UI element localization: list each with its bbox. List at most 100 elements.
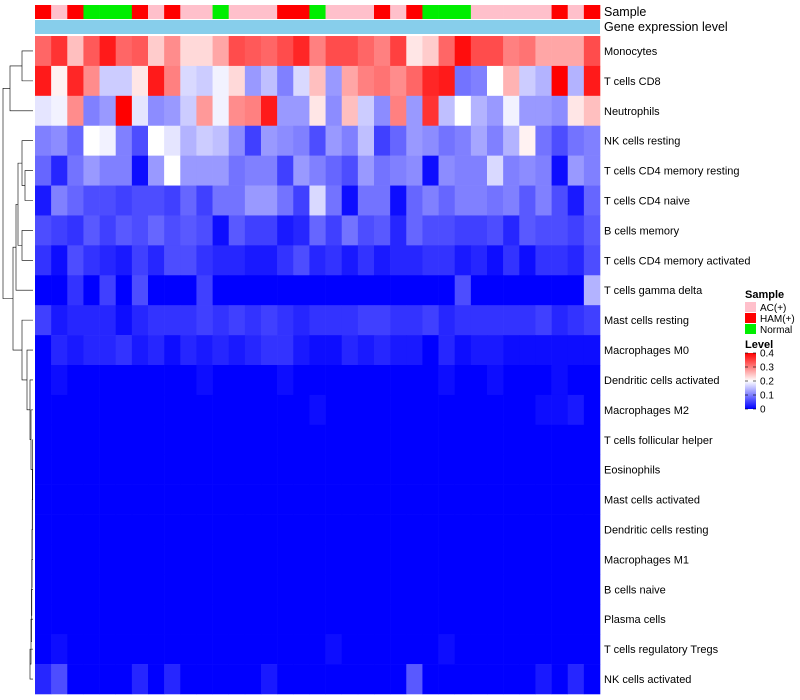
heatmap-cell [374,185,391,216]
expression-annotation-label: Gene expression level [604,20,728,34]
heatmap-cell [470,155,488,186]
heatmap-cell [293,424,310,456]
heatmap-cell [454,664,472,695]
heatmap-cell [406,544,423,575]
heatmap-cell [67,65,84,97]
sample-legend-label: HAM(+) [760,314,795,325]
heatmap-cell [228,335,246,366]
heatmap-cell [325,65,343,97]
heatmap-cell [374,95,391,127]
heatmap-cell [406,394,423,426]
sample-annotation-cell [390,5,407,19]
heatmap-cell [228,394,246,426]
heatmap-cell [212,185,230,216]
heatmap-cell [196,484,213,515]
heatmap-cell [244,335,262,366]
heatmap-cell [35,275,52,306]
heatmap-cell [470,36,488,67]
heatmap-cell [115,215,133,246]
heatmap-cell [503,454,520,485]
heatmap-cell [341,454,359,485]
heatmap-cell [309,484,326,515]
heatmap-cell [487,215,504,246]
heatmap-cell [261,454,278,485]
sample-annotation-cell [438,5,456,19]
sample-annotation-cell [309,5,326,19]
heatmap-cell [180,185,197,216]
heatmap-cell [83,544,100,575]
sample-annotation-cell [148,5,165,19]
heatmap-cell [277,185,294,216]
heatmap-cell [535,634,552,665]
heatmap-cell [67,664,84,695]
heatmap-cell [35,544,52,575]
heatmap-cell [374,604,391,635]
heatmap-cell [519,36,536,67]
heatmap-cell [83,95,100,127]
heatmap-cell [325,664,343,695]
heatmap-cell [67,155,84,186]
heatmap-cell [277,514,294,545]
heatmap-cell [438,65,456,97]
heatmap-cell [83,335,100,366]
heatmap-cell [228,484,246,515]
heatmap-cell [99,305,117,336]
heatmap-cell [567,574,585,605]
heatmap-cell [470,634,488,665]
sample-annotation-cell [325,5,343,19]
heatmap-cell [390,365,407,396]
heatmap-cell [261,245,278,276]
row-label: Plasma cells [604,614,666,626]
dendrogram-branch [9,65,33,112]
heatmap-cell [535,514,552,545]
heatmap-cell [148,664,165,695]
sample-annotation-cell [567,5,585,19]
heatmap-cell [164,95,181,127]
heatmap-cell [503,95,520,127]
heatmap-cell [35,664,52,695]
heatmap-cell [261,305,278,336]
heatmap-cell [293,335,310,366]
heatmap-cell [406,484,423,515]
sample-annotation-cell [374,5,391,19]
heatmap-cell [51,185,68,216]
row-label: NK cells resting [604,136,680,148]
heatmap-cell [583,664,601,695]
heatmap-cell [309,394,326,426]
heatmap-cell [487,36,504,67]
heatmap-cell [180,634,197,665]
heatmap-cell [148,305,165,336]
heatmap-cell [535,574,552,605]
heatmap-cell [357,454,375,485]
heatmap-cell [519,484,536,515]
heatmap-cell [67,185,84,216]
heatmap-cell [212,544,230,575]
heatmap-cell [438,215,456,246]
heatmap-cell [454,514,472,545]
heatmap-cell [83,424,100,456]
heatmap-cell [99,484,117,515]
heatmap-cell [115,36,133,67]
heatmap-cell [309,275,326,306]
heatmap-cell [357,305,375,336]
heatmap-cell [470,424,488,456]
heatmap-cell [180,245,197,276]
heatmap-cell [51,36,68,67]
sample-annotation-cell [228,5,246,19]
row-label: Dendritic cells resting [604,525,709,537]
heatmap-cell [487,335,504,366]
row-label: Macrophages M0 [604,345,689,357]
row-label: T cells follicular helper [604,435,713,447]
heatmap-cell [374,544,391,575]
heatmap-cell [422,335,439,366]
heatmap-cell [535,65,552,97]
heatmap-cell [454,185,472,216]
heatmap-cell [309,365,326,396]
heatmap-cell [212,215,230,246]
sample-annotation-cell [535,5,552,19]
heatmap-cell [567,365,585,396]
heatmap-cell [228,544,246,575]
heatmap-cell [131,305,149,336]
heatmap-cell [325,36,343,67]
heatmap-cell [374,65,391,97]
